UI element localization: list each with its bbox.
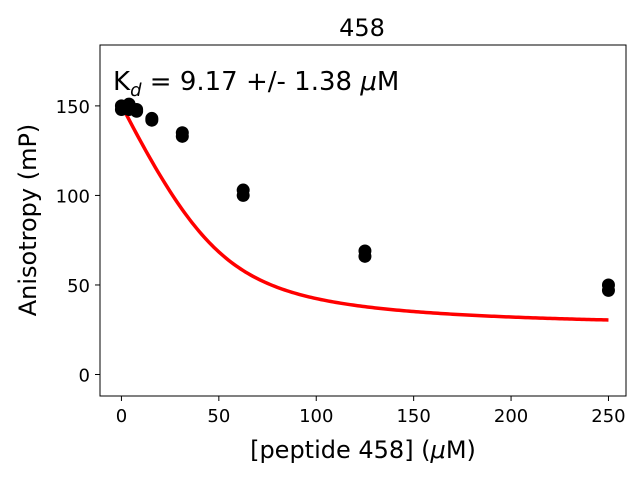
x-axis-label-start: [peptide 458] ( (250, 436, 430, 464)
data-point (236, 183, 250, 197)
kd-mu: μ (359, 67, 377, 97)
y-tick-label: 100 (56, 186, 90, 207)
x-tick-label: 250 (591, 406, 625, 427)
x-tick-label: 150 (396, 406, 430, 427)
kd-value: = 9.17 +/- 1.38 (142, 67, 361, 97)
x-axis-ticks: 0 50 100 150 200 250 (116, 396, 626, 427)
kd-unit: M (377, 67, 399, 97)
x-tick-label: 50 (207, 406, 230, 427)
chart-title: 458 (339, 14, 385, 42)
plot-frame (99, 44, 627, 397)
kd-subscript: d (130, 80, 142, 101)
x-tick-label: 200 (494, 406, 528, 427)
data-point (130, 102, 144, 116)
x-axis-label-end: M) (446, 436, 476, 464)
y-tick-label: 150 (56, 97, 90, 118)
kd-annotation: Kd = 9.17 +/- 1.38 μM (113, 67, 399, 101)
x-tick-label: 0 (116, 406, 127, 427)
data-point (175, 126, 189, 140)
x-axis-label-mu: μ (430, 436, 446, 464)
x-tick-label: 100 (299, 406, 333, 427)
data-point (358, 244, 372, 258)
y-axis-ticks: 0 50 100 150 (56, 97, 100, 387)
kd-symbol: K (113, 67, 131, 97)
y-tick-label: 50 (67, 276, 90, 297)
data-point (145, 111, 159, 125)
x-axis-label: [peptide 458] (μM) (250, 436, 476, 464)
y-tick-label: 0 (79, 366, 90, 387)
data-point (601, 278, 615, 292)
data-points (114, 97, 615, 297)
y-axis-label: Anisotropy (mP) (14, 124, 42, 317)
fit-curve (119, 104, 609, 322)
